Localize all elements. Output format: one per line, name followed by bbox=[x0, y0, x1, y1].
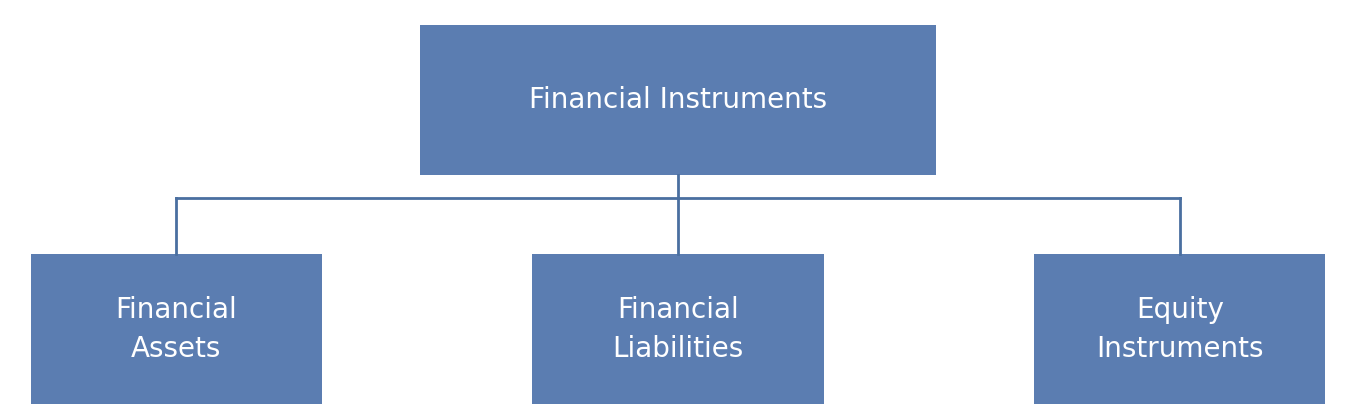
Text: Equity
Instruments: Equity Instruments bbox=[1096, 296, 1264, 363]
FancyBboxPatch shape bbox=[420, 25, 936, 175]
FancyBboxPatch shape bbox=[532, 254, 824, 404]
Text: Financial Instruments: Financial Instruments bbox=[529, 86, 827, 114]
Text: Financial
Liabilities: Financial Liabilities bbox=[613, 296, 743, 363]
Text: Financial
Assets: Financial Assets bbox=[115, 296, 237, 363]
FancyBboxPatch shape bbox=[31, 254, 323, 404]
FancyBboxPatch shape bbox=[1035, 254, 1326, 404]
